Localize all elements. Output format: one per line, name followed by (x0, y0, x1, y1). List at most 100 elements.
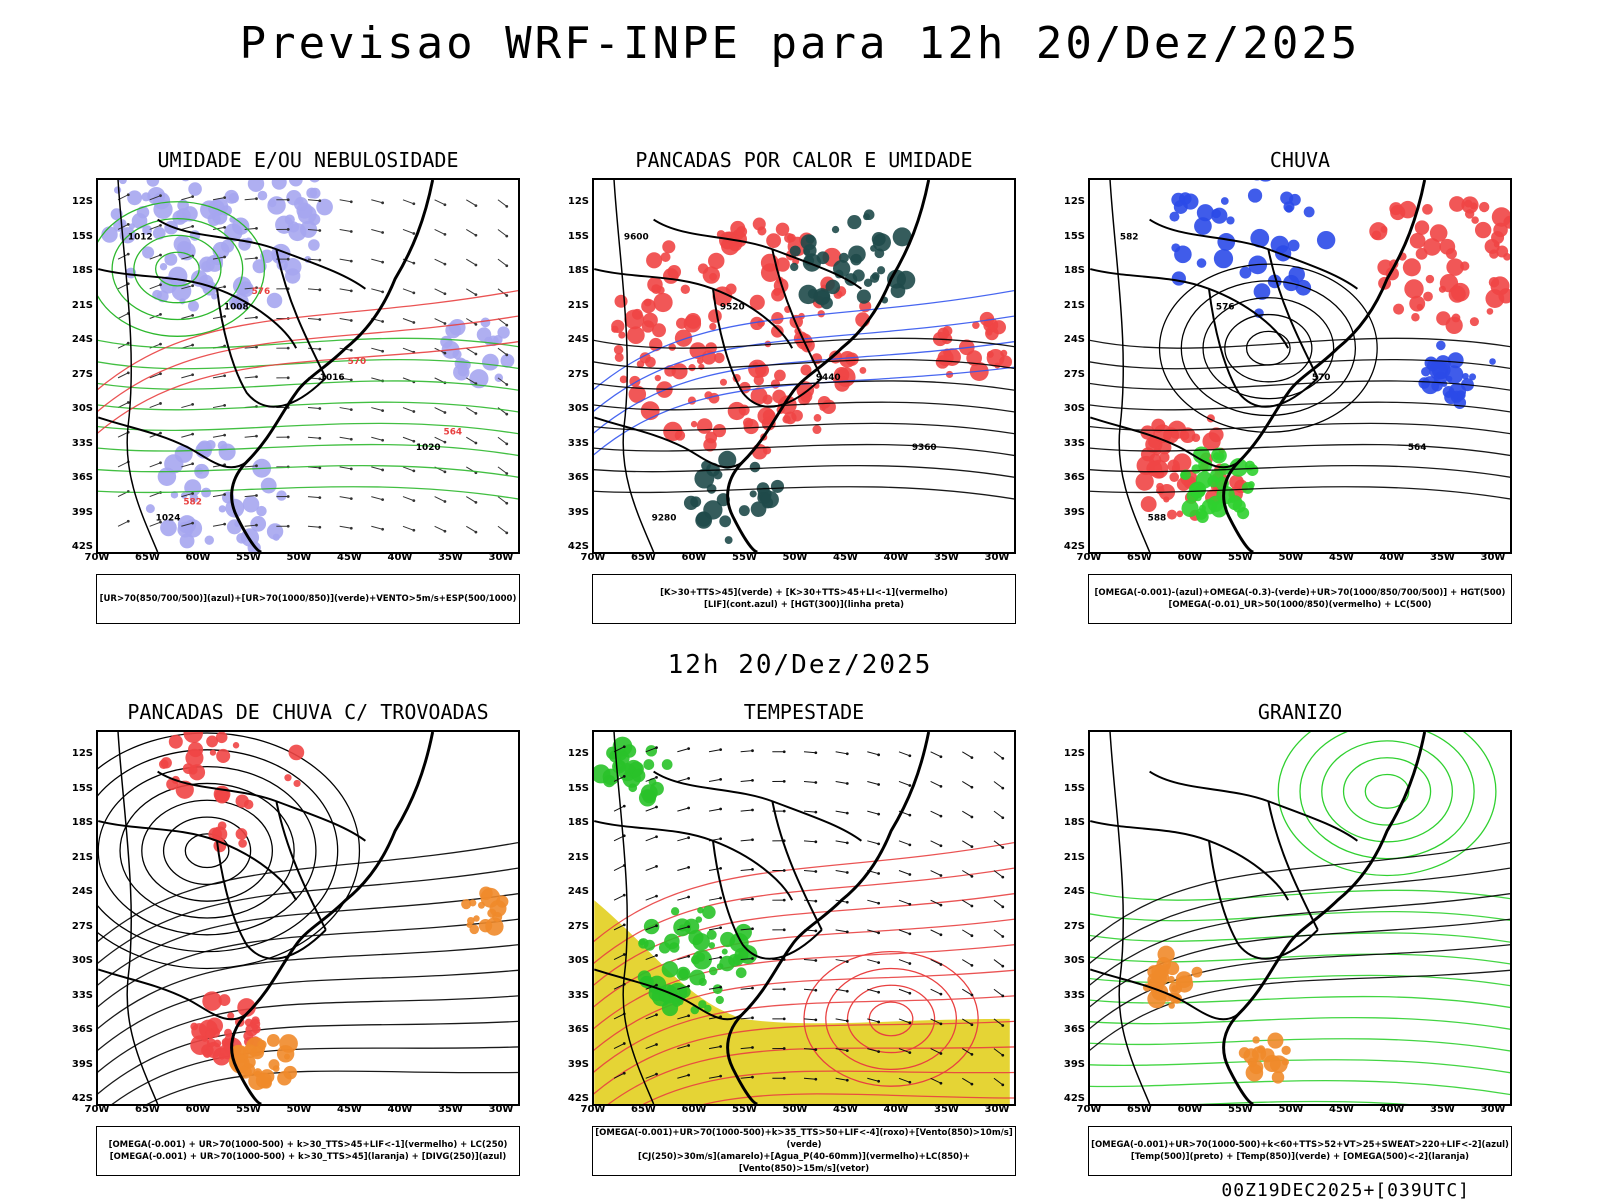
contour-label: 582 (1120, 232, 1139, 242)
lat-tick-label: 15S (1057, 231, 1085, 242)
lat-tick-label: 30S (1057, 955, 1085, 966)
panel-title: PANCADAS DE CHUVA C/ TROVOADAS (56, 700, 560, 724)
lat-tick-label: 24S (1057, 886, 1085, 897)
lat-tick-label: 36S (561, 472, 589, 483)
lat-tick-label: 36S (65, 1024, 93, 1035)
panel-legend: [K>30+TTS>45](verde) + [K>30+TTS>45+LI<-… (592, 574, 1016, 624)
lat-tick-label: 21S (65, 852, 93, 863)
lat-tick-label: 27S (561, 369, 589, 380)
lat-tick-label: 33S (561, 990, 589, 1001)
lat-tick-label: 30S (1057, 403, 1085, 414)
lat-tick-label: 18S (561, 817, 589, 828)
lat-tick-label: 18S (1057, 817, 1085, 828)
footer-run-info: 00Z19DEC2025+[039UTC] (1221, 1180, 1470, 1201)
lat-tick-label: 24S (65, 334, 93, 345)
panel-title: CHUVA (1048, 148, 1552, 172)
contour-label: 1012 (128, 232, 153, 242)
contour-label: 9280 (652, 513, 677, 523)
lat-tick-label: 21S (1057, 300, 1085, 311)
lat-tick-label: 39S (561, 507, 589, 518)
lat-tick-label: 24S (1057, 334, 1085, 345)
panel-legend: [OMEGA(-0.001) + UR>70(1000-500) + k>30_… (96, 1126, 520, 1176)
lat-tick-label: 36S (65, 472, 93, 483)
legend-line: [Temp(500)](preto) + [Temp(850)](verde) … (1131, 1151, 1469, 1163)
lat-tick-label: 24S (561, 334, 589, 345)
lat-tick-label: 21S (1057, 852, 1085, 863)
contour-label: 1016 (320, 373, 345, 383)
lat-tick-label: 24S (65, 886, 93, 897)
lat-tick-label: 27S (561, 921, 589, 932)
lat-tick-label: 15S (561, 783, 589, 794)
lat-tick-label: 33S (1057, 438, 1085, 449)
panel-title: PANCADAS POR CALOR E UMIDADE (552, 148, 1056, 172)
lat-tick-label: 18S (65, 265, 93, 276)
lat-tick-label: 12S (1057, 748, 1085, 759)
lat-tick-label: 39S (1057, 1059, 1085, 1070)
main-title: Previsao WRF-INPE para 12h 20/Dez/2025 (0, 18, 1600, 69)
lat-tick-label: 30S (561, 403, 589, 414)
lat-tick-label: 15S (65, 783, 93, 794)
contour-label: 570 (348, 357, 367, 367)
lat-tick-label: 18S (65, 817, 93, 828)
lat-tick-label: 12S (561, 748, 589, 759)
instability-red-area (611, 218, 871, 460)
lat-tick-label: 39S (65, 507, 93, 518)
lat-tick-label: 42S (1057, 1093, 1085, 1104)
rain-blue-area (1418, 341, 1495, 409)
isolines (1090, 841, 1510, 1059)
legend-line: [CJ(250)>30m/s](amarelo)+[Agua_P(40-60mm… (593, 1151, 1015, 1175)
lat-tick-label: 12S (65, 196, 93, 207)
lat-tick-label: 36S (1057, 472, 1085, 483)
legend-line: [OMEGA(-0.001) + UR>70(1000-500) + k>30_… (109, 1139, 508, 1151)
lat-tick-label: 42S (561, 541, 589, 552)
lat-tick-label: 27S (65, 369, 93, 380)
isolines (98, 841, 518, 1104)
lat-tick-label: 42S (65, 1093, 93, 1104)
lat-tick-label: 39S (1057, 507, 1085, 518)
lat-tick-label: 27S (1057, 921, 1085, 932)
lat-tick-label: 18S (1057, 265, 1085, 276)
lat-tick-label: 36S (561, 1024, 589, 1035)
lat-tick-label: 15S (561, 231, 589, 242)
legend-line: [K>30+TTS>45](verde) + [K>30+TTS>45+LI<-… (660, 587, 948, 599)
contour-label: 582 (183, 498, 202, 508)
lat-tick-label: 30S (65, 955, 93, 966)
lat-tick-label: 18S (561, 265, 589, 276)
lat-tick-label: 21S (561, 852, 589, 863)
contour-label: 9360 (912, 443, 937, 453)
lat-tick-label: 30S (561, 955, 589, 966)
lat-tick-label: 24S (561, 886, 589, 897)
closed-isolines (1278, 732, 1496, 875)
panel-title: UMIDADE E/OU NEBULOSIDADE (56, 148, 560, 172)
legend-line: [OMEGA(-0.001)-(azul)+OMEGA(-0.3)-(verde… (1095, 587, 1506, 599)
weather-map (96, 730, 520, 1106)
lat-tick-label: 39S (561, 1059, 589, 1070)
weather-map (592, 730, 1016, 1106)
legend-line: [UR>70(850/700/500)](azul)+[UR>70(1000/8… (100, 593, 517, 605)
panel-title: GRANIZO (1048, 700, 1552, 724)
contour-label: 570 (1312, 373, 1331, 383)
lat-tick-label: 15S (65, 231, 93, 242)
rain-red-area (1369, 196, 1510, 334)
legend-line: [OMEGA(-0.001)+UR>70(1000-500)+k<60+TTS>… (1091, 1139, 1509, 1151)
contour-label: 576 (252, 287, 271, 297)
lat-tick-label: 33S (65, 438, 93, 449)
storm-red-area (159, 732, 304, 852)
lat-tick-label: 33S (1057, 990, 1085, 1001)
rain-blue-area (1169, 180, 1335, 318)
lat-tick-label: 30S (65, 403, 93, 414)
lat-tick-label: 27S (65, 921, 93, 932)
lat-tick-label: 27S (1057, 369, 1085, 380)
humidity-blue-area (440, 318, 514, 389)
lat-tick-label: 39S (65, 1059, 93, 1070)
panel-title: TEMPESTADE (552, 700, 1056, 724)
mid-title: 12h 20/Dez/2025 (0, 650, 1600, 680)
legend-line: [LIF](cont.azul) + [HGT(300)](linha pret… (704, 599, 904, 611)
hail-orange-area (1143, 946, 1202, 1009)
contour-label: 576 (1216, 303, 1235, 313)
contour-label: 1020 (416, 443, 441, 453)
lat-tick-label: 36S (1057, 1024, 1085, 1035)
contour-label: 1024 (156, 513, 181, 523)
contour-label: 588 (1148, 513, 1167, 523)
